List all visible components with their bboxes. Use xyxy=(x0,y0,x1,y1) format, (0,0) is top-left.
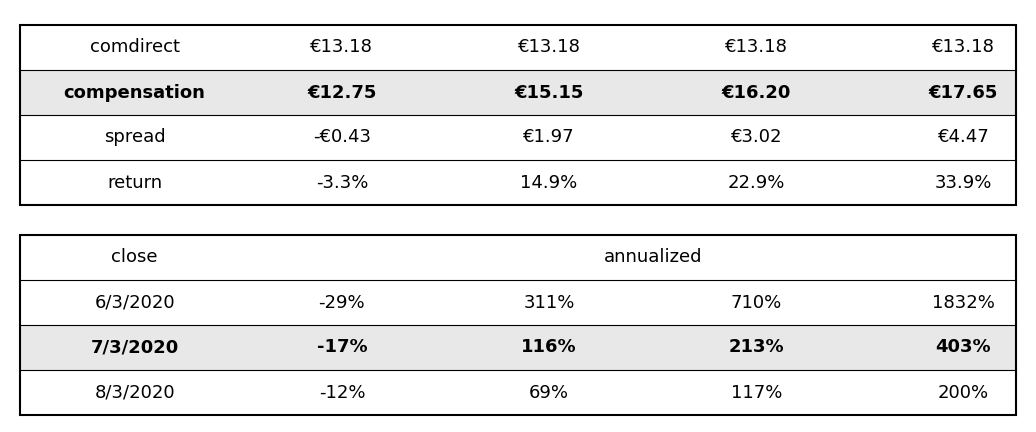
Text: 22.9%: 22.9% xyxy=(727,174,785,191)
Text: compensation: compensation xyxy=(64,83,205,102)
Text: €4.47: €4.47 xyxy=(938,128,989,146)
Bar xyxy=(20,325,1016,370)
Text: -29%: -29% xyxy=(318,293,366,311)
Text: spread: spread xyxy=(104,128,166,146)
Text: 200%: 200% xyxy=(938,384,989,401)
Text: -17%: -17% xyxy=(317,339,367,356)
Text: annualized: annualized xyxy=(603,248,702,267)
Text: €17.65: €17.65 xyxy=(929,83,998,102)
Text: 7/3/2020: 7/3/2020 xyxy=(90,339,179,356)
Text: 33.9%: 33.9% xyxy=(934,174,992,191)
Text: 116%: 116% xyxy=(521,339,577,356)
Text: -12%: -12% xyxy=(319,384,365,401)
Text: 403%: 403% xyxy=(936,339,991,356)
Text: €1.97: €1.97 xyxy=(523,128,575,146)
Text: -3.3%: -3.3% xyxy=(316,174,368,191)
Text: €13.18: €13.18 xyxy=(311,38,373,57)
Text: €15.15: €15.15 xyxy=(515,83,583,102)
Text: comdirect: comdirect xyxy=(90,38,179,57)
Text: 213%: 213% xyxy=(728,339,784,356)
Bar xyxy=(20,235,1016,415)
Text: 1832%: 1832% xyxy=(932,293,995,311)
Text: 117%: 117% xyxy=(730,384,782,401)
Text: -€0.43: -€0.43 xyxy=(313,128,371,146)
Text: €16.20: €16.20 xyxy=(722,83,790,102)
Text: €13.18: €13.18 xyxy=(518,38,580,57)
Text: €12.75: €12.75 xyxy=(308,83,376,102)
Text: €13.18: €13.18 xyxy=(932,38,995,57)
Text: 14.9%: 14.9% xyxy=(520,174,578,191)
Text: close: close xyxy=(112,248,157,267)
Text: 8/3/2020: 8/3/2020 xyxy=(94,384,175,401)
Text: return: return xyxy=(107,174,163,191)
Text: 6/3/2020: 6/3/2020 xyxy=(94,293,175,311)
Text: 710%: 710% xyxy=(730,293,782,311)
Bar xyxy=(20,25,1016,205)
Text: 69%: 69% xyxy=(529,384,569,401)
Text: 311%: 311% xyxy=(523,293,575,311)
Bar xyxy=(20,70,1016,115)
Text: €13.18: €13.18 xyxy=(725,38,787,57)
Text: €3.02: €3.02 xyxy=(730,128,782,146)
